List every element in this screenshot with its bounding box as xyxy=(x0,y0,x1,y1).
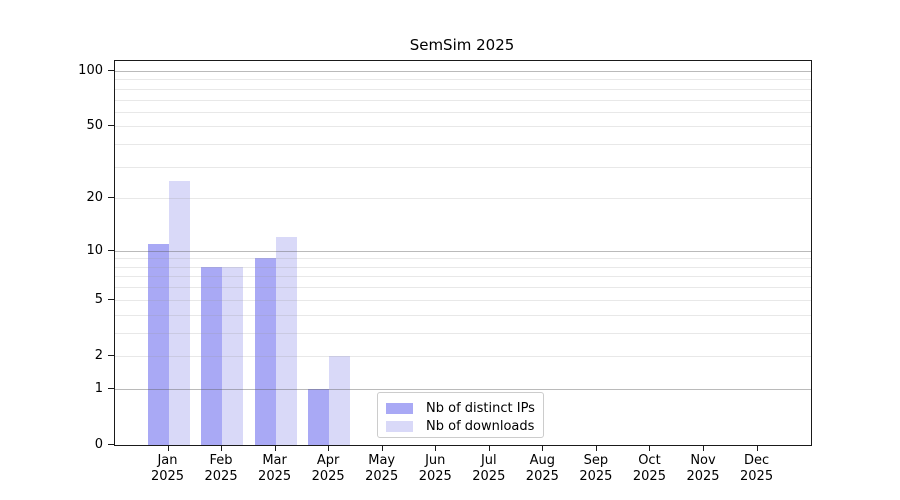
x-tick-label: Feb 2025 xyxy=(204,453,238,484)
x-tick-label: Oct 2025 xyxy=(632,453,666,484)
y-tick-mark xyxy=(108,354,114,356)
y-tick-label: 100 xyxy=(78,62,103,78)
y-tick-label: 1 xyxy=(94,380,103,396)
y-tick-mark xyxy=(108,249,114,251)
bars-layer xyxy=(115,61,811,445)
x-tick-label: Sep 2025 xyxy=(579,453,613,484)
x-tick-label: May 2025 xyxy=(365,453,399,484)
x-tick-mark xyxy=(435,445,437,451)
x-tick-mark xyxy=(756,445,758,451)
x-tick-mark xyxy=(274,445,276,451)
x-tick-mark xyxy=(488,445,490,451)
y-tick-mark xyxy=(108,298,114,300)
x-tick-label: Mar 2025 xyxy=(258,453,292,484)
x-tick-mark xyxy=(221,445,223,451)
bar-downloads-apr xyxy=(329,355,351,445)
bar-downloads-mar xyxy=(275,237,297,445)
x-tick-label: Dec 2025 xyxy=(740,453,774,484)
y-tick-mark xyxy=(108,387,114,389)
chart-title: SemSim 2025 xyxy=(409,36,515,54)
x-tick-label: Aug 2025 xyxy=(525,453,559,484)
y-tick-mark xyxy=(108,125,114,127)
y-tick-label: 20 xyxy=(86,190,103,206)
x-tick-mark xyxy=(167,445,169,451)
y-tick-label: 5 xyxy=(94,291,103,307)
x-tick-label: Jun 2025 xyxy=(418,453,452,484)
bar-ips-mar xyxy=(254,258,276,445)
legend-label-ips: Nb of distinct IPs xyxy=(426,400,535,416)
y-tick-label: 50 xyxy=(86,118,103,134)
bar-ips-jan xyxy=(147,243,169,445)
y-tick-label: 2 xyxy=(94,347,103,363)
x-tick-label: Nov 2025 xyxy=(686,453,720,484)
x-tick-mark xyxy=(328,445,330,451)
x-tick-label: Jul 2025 xyxy=(472,453,506,484)
x-tick-mark xyxy=(649,445,651,451)
x-tick-label: Jan 2025 xyxy=(150,453,185,484)
bar-downloads-feb xyxy=(222,266,244,445)
legend-swatch-ips xyxy=(386,402,413,414)
x-tick-mark xyxy=(703,445,704,451)
bar-ips-apr xyxy=(308,388,330,445)
y-tick-label: 0 xyxy=(94,437,103,452)
bar-downloads-jan xyxy=(168,180,190,445)
x-tick-mark xyxy=(542,445,544,451)
x-tick-mark xyxy=(381,445,383,451)
bar-ips-feb xyxy=(201,266,223,445)
x-tick-label: Apr 2025 xyxy=(311,453,345,484)
plot-area xyxy=(114,60,812,446)
y-tick-mark xyxy=(108,444,114,445)
y-tick-mark xyxy=(108,69,114,71)
legend-row-ips: Nb of distinct IPs xyxy=(386,399,535,417)
legend: Nb of distinct IPs Nb of downloads xyxy=(377,392,544,438)
legend-row-downloads: Nb of downloads xyxy=(386,417,535,435)
y-tick-label: 10 xyxy=(86,242,103,258)
y-tick-mark xyxy=(108,197,114,199)
legend-swatch-downloads xyxy=(386,420,413,432)
legend-label-downloads: Nb of downloads xyxy=(426,418,535,434)
x-tick-mark xyxy=(595,445,597,451)
